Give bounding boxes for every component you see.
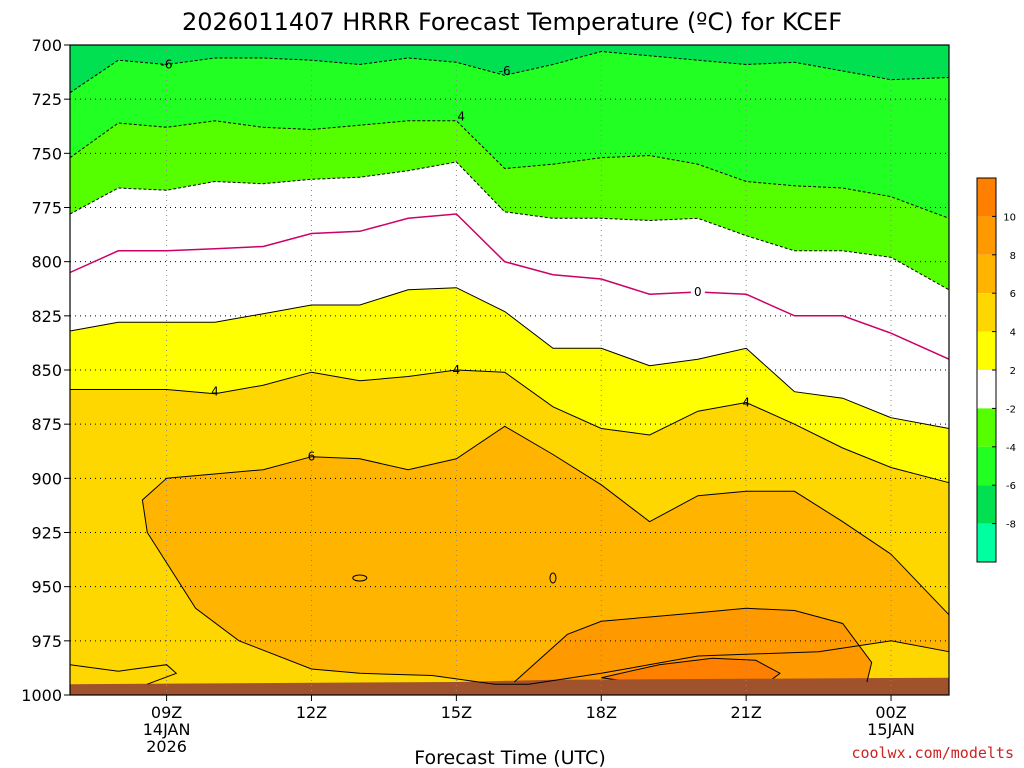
isotherm-0 xyxy=(69,213,950,360)
colorbar-label: 8 xyxy=(1010,251,1016,262)
isotherm-label: 0 xyxy=(694,285,702,299)
chart-title: 2026011407 HRRR Forecast Temperature (ºC… xyxy=(182,8,842,36)
colorbar-segment xyxy=(977,370,996,409)
colorbar-label: 6 xyxy=(1010,289,1016,300)
colorbar-label: -2 xyxy=(1006,404,1016,415)
colorbar-segment xyxy=(977,216,996,255)
y-tick-label: 775 xyxy=(31,199,62,218)
isotherm-label-bg xyxy=(690,285,705,298)
isotherm-label: 4 xyxy=(453,363,461,377)
colorbar-label: -6 xyxy=(1006,481,1016,492)
colorbar-label: 4 xyxy=(1010,328,1016,339)
x-tick-label: 18Z xyxy=(586,703,617,722)
temperature-bands xyxy=(70,45,949,696)
x-tick-date: 14JAN xyxy=(143,720,191,739)
colorbar-label: -8 xyxy=(1006,520,1016,531)
isotherm-neg4 xyxy=(69,120,950,219)
x-tick-date: 15JAN xyxy=(867,720,915,739)
band-8-to-10 xyxy=(514,608,872,682)
isotherm-label: -6 xyxy=(161,58,173,72)
colorbar-segment xyxy=(977,408,996,447)
colorbar-segment xyxy=(977,446,996,486)
colorbar-segment xyxy=(977,178,996,217)
y-tick-label: 850 xyxy=(31,361,62,380)
y-tick-label: 700 xyxy=(31,36,62,55)
x-tick-label: 12Z xyxy=(296,703,327,722)
isotherm-8 xyxy=(513,607,873,683)
isotherm-neg2 xyxy=(69,161,950,291)
y-tick-label: 950 xyxy=(31,578,62,597)
isotherm-labels: -6 -6 4 0 4 4 4 6 xyxy=(161,58,750,464)
ground-surface xyxy=(70,677,949,695)
y-tick-label: 875 xyxy=(31,415,62,434)
colorbar-segment xyxy=(977,331,996,370)
x-tick-label: 21Z xyxy=(730,703,761,722)
isotherm-neg6 xyxy=(69,50,950,94)
colorbar-legend: 10 8 6 4 2 -2 -4 -6 -8 xyxy=(976,177,1016,563)
x-tick-year: 2026 xyxy=(146,737,187,756)
y-tick-label: 725 xyxy=(31,90,62,109)
colorbar-segment xyxy=(977,523,996,562)
y-tick-label: 900 xyxy=(31,469,62,488)
isotherm-label: 4 xyxy=(457,110,465,124)
isotherm-label: 4 xyxy=(742,396,750,410)
x-tick-label: 09Z xyxy=(151,703,182,722)
x-axis-label: Forecast Time (UTC) xyxy=(414,747,605,768)
isotherm-label: 6 xyxy=(308,450,316,464)
y-tick-label: 1000 xyxy=(21,686,62,705)
y-tick-label: 975 xyxy=(31,632,62,651)
isotherm-4 xyxy=(70,369,950,484)
isotherm-loop xyxy=(549,572,557,584)
pressure-axis: 700 725 750 775 800 825 850 875 900 925 950 975 1000 xyxy=(21,36,70,705)
y-tick-label: 800 xyxy=(31,253,62,272)
x-tick-label: 00Z xyxy=(875,703,906,722)
isotherm-loop xyxy=(352,574,368,582)
y-tick-label: 825 xyxy=(31,307,62,326)
isotherm-4-surface xyxy=(69,664,178,685)
colorbar-segment xyxy=(977,254,996,294)
x-tick-label: 15Z xyxy=(441,703,472,722)
colorbar-label: -4 xyxy=(1006,443,1016,454)
isotherm-2 xyxy=(69,287,950,429)
colorbar-segment xyxy=(977,293,996,332)
isotherm-label: 4 xyxy=(211,385,219,399)
band-surface-pocket xyxy=(70,664,148,685)
colorbar-label: 10 xyxy=(1003,212,1016,223)
y-tick-label: 925 xyxy=(31,524,62,543)
colorbar-label: 2 xyxy=(1010,366,1016,377)
isotherm-label: -6 xyxy=(499,64,511,78)
y-tick-label: 750 xyxy=(31,144,62,163)
colorbar-segment xyxy=(977,485,996,524)
credit-text: coolwx.com/modelts xyxy=(851,744,1014,762)
